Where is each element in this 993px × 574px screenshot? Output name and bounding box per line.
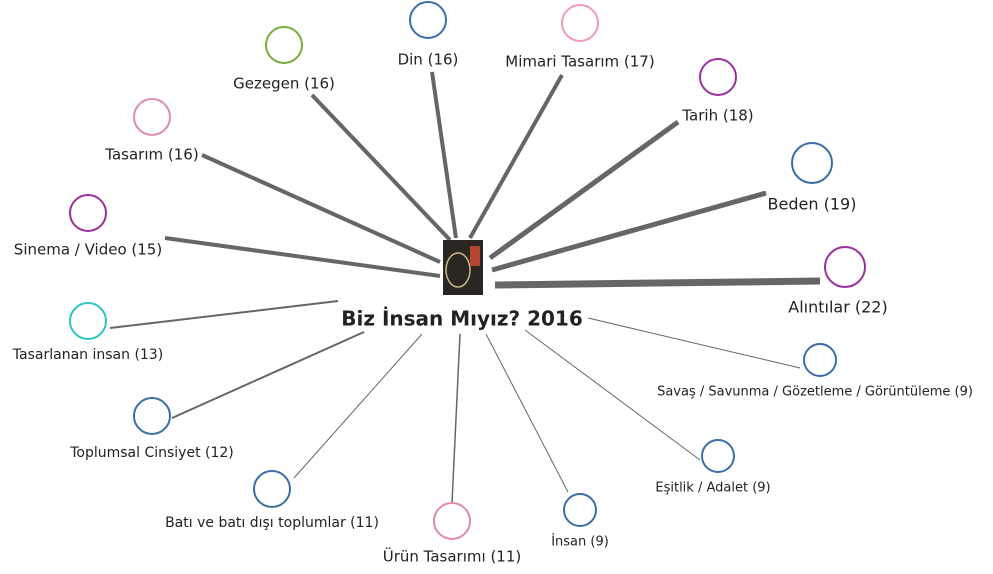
node-label: Alıntılar (22) [788,298,887,317]
node-circle [133,98,171,136]
node-circle [803,343,837,377]
edge [171,331,365,419]
node-circle [701,439,735,473]
edge [201,153,441,264]
node-label: Toplumsal Cinsiyet (12) [69,445,234,461]
node-label: Ürün Tasarımı (11) [383,547,521,566]
node-label: İnsan (9) [551,534,609,550]
node-circle [69,194,107,232]
node-label: Sinema / Video (15) [14,241,162,259]
node-circle [561,4,599,42]
node-circle [433,502,471,540]
node-label: Tarih (18) [681,107,753,125]
edge [430,71,458,239]
edge [485,333,569,493]
edge [293,333,423,479]
edge [488,119,680,261]
edge [164,236,441,278]
node-label: Gezegen (16) [233,75,335,93]
node-circle [563,493,597,527]
center-title: Biz İnsan Mıyız? 2016 [341,307,583,331]
edge [491,190,767,273]
node-label: Tasarım (16) [104,146,198,164]
node-label: Beden (19) [768,195,857,214]
node-circle [253,470,291,508]
node-circle [265,26,303,64]
node-label: Savaş / Savunma / Gözetleme / Görüntülem… [657,385,973,400]
node-circle [791,142,833,184]
edge [494,277,821,289]
node-label: Tasarlanan insan (13) [12,347,163,363]
edge [524,329,701,461]
edge [468,74,564,239]
node-circle [409,1,447,39]
node-label: Din (16) [398,51,459,69]
nodes: Din (16) Mimari Tasarım (17) Gezegen (16) T… [12,1,973,566]
node-circle [133,397,171,435]
node-circle [824,246,866,288]
node-circle [699,58,737,96]
cover-figure [445,252,471,288]
edge [451,333,461,504]
cover-text [470,246,480,266]
node-label: Eşitlik / Adalet (9) [655,481,770,496]
edge [109,300,339,329]
edges [109,71,821,504]
edge [587,317,801,369]
node-circle [69,302,107,340]
edge [310,93,452,242]
node-label: Batı ve batı dışı toplumlar (11) [165,515,379,531]
node-label: Mimari Tasarım (17) [505,53,654,71]
center-image [443,240,483,295]
